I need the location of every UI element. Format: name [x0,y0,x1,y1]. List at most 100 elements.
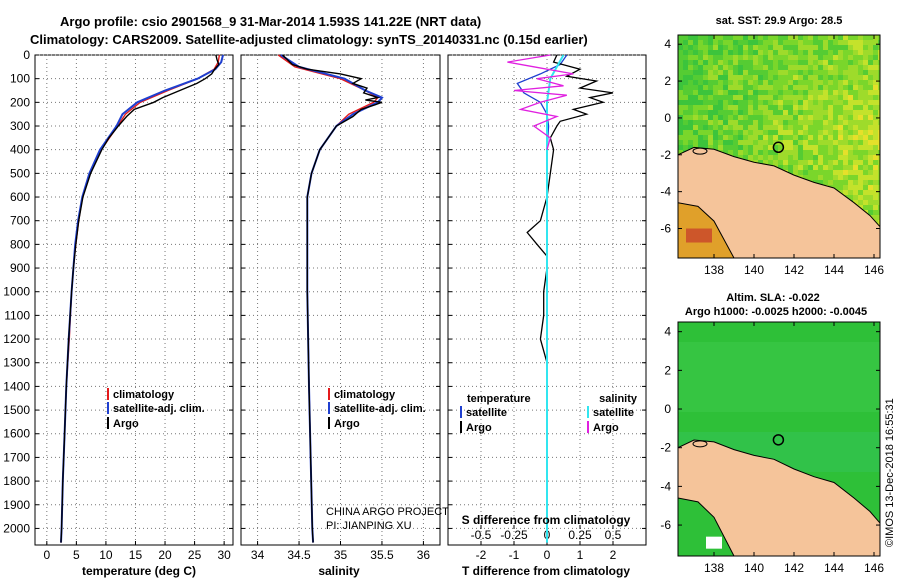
map-lat-label: -4 [660,479,671,493]
salinity-legend-label: climatology [334,389,396,401]
map-lat-label: -6 [660,518,671,532]
difference-xlabel: T difference from climatology [462,564,630,578]
sdiff-tick-label: -0.25 [500,528,528,542]
map-lat-label: 2 [664,74,671,88]
difference-x2label: S difference from climatology [462,513,631,527]
map-lat-label: 4 [664,325,671,339]
salinity-legend-label: Argo [334,418,360,430]
legend-temperature-label: satellite [466,407,507,419]
salinity-legend-label: satellite-adj. clim. [334,403,426,415]
depth-tick-label: 700 [10,214,30,228]
map-lon-label: 146 [864,263,884,277]
salinity-tick-label: 35.5 [370,548,394,562]
temperature-tick-label: 10 [99,548,113,562]
salinity-tick-label: 34.5 [287,548,311,562]
depth-tick-label: 900 [10,261,30,275]
map2-title-1: Altim. SLA: -0.022 [726,292,820,304]
temperature-tick-label: 15 [129,548,143,562]
map-lat-label: -6 [660,222,671,236]
depth-tick-label: 2000 [3,521,30,535]
salinity-tick-label: 34 [251,548,265,562]
temperature-tick-label: 20 [158,548,172,562]
sdiff-tick-label: 0.5 [605,528,622,542]
salinity-tick-label: 36 [417,548,431,562]
legend-temperature-title: temperature [467,393,531,405]
map-lat-label: 0 [664,402,671,416]
legend-salinity-label: Argo [593,422,619,434]
difference-series-temperature-argo [526,54,614,543]
map-lon-label: 144 [824,561,844,575]
salinity-xlabel: salinity [318,564,360,578]
depth-tick-label: 500 [10,166,30,180]
depth-tick-label: 400 [10,143,30,157]
depth-tick-label: 1900 [3,498,30,512]
depth-tick-label: 1300 [3,356,30,370]
tdiff-tick-label: -1 [509,548,520,562]
depth-tick-label: 1000 [3,285,30,299]
sla-map-panel: 138 140 142 144 146 4 2 0 -2 -4 -6 [660,321,884,575]
map-lon-label: 144 [824,263,844,277]
temperature-legend-label: satellite-adj. clim. [113,403,205,415]
credit-line-2: PI: JIANPING XU [326,520,412,532]
argo-location-marker [772,141,785,154]
depth-tick-label: 1100 [4,308,30,322]
depth-tick-label: 1500 [3,403,30,417]
tdiff-tick-label: 1 [577,548,584,562]
white-patch [706,536,722,549]
header-line-1: Argo profile: csio 2901568_9 31-Mar-2014… [60,14,481,29]
map-lat-label: 0 [664,111,671,125]
new-guinea-land [678,146,880,258]
depth-tick-label: 1600 [3,427,30,441]
new-guinea-land [678,439,880,556]
map-lon-label: 138 [704,263,724,277]
temperature-tick-label: 30 [217,548,231,562]
sst-map-panel: 138 140 142 144 146 4 2 0 -2 -4 -6 [660,34,884,277]
difference-series-salinity-argo [507,54,574,150]
depth-tick-label: 1200 [3,332,30,346]
credit-line-1: CHINA ARGO PROJECT [326,506,449,518]
temperature-panel: 0100200300400500600700800900100011001200… [3,48,234,562]
map-lon-label: 138 [704,561,724,575]
temperature-series-argo [60,54,220,543]
map1-title: sat. SST: 29.9 Argo: 28.5 [716,15,843,27]
legend-salinity-title: salinity [599,393,638,405]
map-lat-label: 2 [664,363,671,377]
map-frame [677,321,881,557]
temperature-tick-label: 0 [43,548,50,562]
temperature-legend-label: Argo [113,418,139,430]
map-lon-label: 140 [744,561,764,575]
map-lon-label: 140 [744,263,764,277]
tdiff-tick-label: 2 [610,548,617,562]
plot-frame [34,54,234,546]
argo-location-marker [772,434,785,446]
map-lon-label: 146 [864,561,884,575]
legend-salinity-label: satellite [593,407,634,419]
temperature-tick-label: 25 [188,548,202,562]
map-lat-label: 4 [664,37,671,51]
map-content [678,35,880,258]
temperature-xlabel: temperature (deg C) [82,564,196,578]
salinity-series-argo [282,54,383,543]
sdiff-tick-label: -0.5 [471,528,492,542]
map-lon-label: 142 [784,561,804,575]
map2-title-2: Argo h1000: -0.0025 h2000: -0.0045 [685,306,867,318]
legend-temperature-label: Argo [466,422,492,434]
map-content [678,322,880,556]
salinity-tick-label: 35 [334,548,348,562]
temperature-tick-label: 5 [73,548,80,562]
depth-tick-label: 1700 [3,450,30,464]
tdiff-tick-label: 0 [544,548,551,562]
depth-tick-label: 100 [10,72,30,86]
depth-tick-label: 0 [23,48,30,62]
island [692,440,708,448]
map-frame [677,34,881,259]
map-lat-label: -2 [660,441,671,455]
timestamp: ©IMOS 13-Dec-2018 16:55:31 [884,398,896,547]
depth-tick-label: 1400 [3,379,30,393]
warm-patch [686,228,712,243]
depth-tick-label: 1800 [3,474,30,488]
island [692,147,708,155]
map-lat-label: -4 [660,185,671,199]
